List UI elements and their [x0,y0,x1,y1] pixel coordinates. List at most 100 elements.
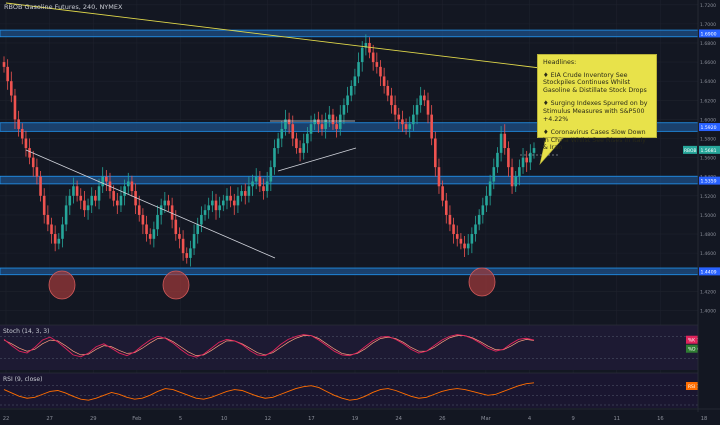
y-tick-label: 1.4800 [700,232,716,238]
price-tag-label: 1.4409 [701,269,717,275]
support-circle [468,267,496,297]
candle-body [90,195,94,206]
candle-body [116,200,119,206]
x-tick-label: 5 [179,416,182,422]
candle-body [514,176,518,187]
candle-body [83,200,86,211]
y-tick-label: 1.4000 [700,308,716,314]
candle-body [269,167,273,182]
candle-body [31,157,35,168]
candle-body [295,138,298,149]
candle-body [309,124,313,134]
candle-body [346,95,349,106]
candle-body [349,85,353,96]
candle-body [291,124,295,139]
x-tick-label: 4 [528,416,532,422]
candle-body [75,186,79,196]
candle-body [130,181,134,192]
candle-body [200,214,203,225]
candle-body [119,195,123,206]
candle-body [189,248,192,258]
price-axis-bg [698,0,720,425]
rising-trendline [277,147,357,172]
candle-body [382,76,386,86]
candle-body [408,124,412,129]
stoch-k-line [3,334,535,358]
candle-body [79,195,83,201]
candle-body [510,167,514,187]
x-tick-label: 18 [701,416,708,422]
y-tick-label: 1.7000 [700,22,716,28]
candle-body [61,224,64,239]
candle-body [287,119,291,125]
candle-body [364,42,368,48]
headline-item: ♦ EIA Crude Inventory See Stockpiles Con… [543,71,647,94]
headline-title: Headlines: [543,59,577,66]
x-tick-label: 22 [3,416,10,422]
candle-body [481,205,485,215]
candle-body [477,214,481,225]
candle-body [148,234,152,239]
candle-body [170,205,174,220]
candle-body [499,133,503,153]
x-tick-label: 10 [221,416,228,422]
candle-body [251,181,254,187]
candle-body [507,148,510,168]
candle-body [488,181,492,196]
price-tag-label: 1.5681 [701,148,717,154]
candle-body [306,133,309,144]
candle-body [328,114,331,120]
candle-body [229,195,232,201]
candle-body [529,152,532,163]
candle-body [211,200,214,206]
candle-body [181,238,185,254]
candle-body [10,81,13,96]
candle-body [441,186,444,201]
support-circle [162,270,190,300]
candle-body [518,167,521,177]
candle-body [298,148,302,153]
candle-body [57,238,61,244]
candle-body [466,243,470,249]
candle-body [496,152,499,168]
candle-body [17,119,20,129]
candle-body [243,191,247,196]
candle-body [353,76,357,86]
price-tag [699,267,720,276]
candle-body [284,119,287,129]
falling-trendline [25,149,276,259]
support-circle [48,270,76,300]
x-tick-label: 24 [395,416,402,422]
rsi-pane: 100.00RSI 76.4850.00 [0,372,720,408]
candle-body [360,47,364,63]
candle-body [419,95,422,106]
candle-body [105,176,108,182]
y-tick-label: 1.4600 [700,251,716,257]
headline-callout: Headlines: ♦ EIA Crude Inventory See Sto… [537,54,657,151]
x-tick-label: 16 [657,416,664,422]
candle-body [368,42,371,53]
candle-body [64,205,68,225]
x-tick-label: 27 [46,416,53,422]
candle-body [134,191,137,206]
rsi-line [3,382,535,401]
stoch-bg [0,325,698,370]
candle-body [207,205,210,211]
candle-body [178,234,181,239]
candle-body [331,114,335,125]
candle-body [423,95,426,101]
y-tick-label: 1.5800 [700,137,716,143]
candle-body [101,176,104,187]
candle-body [152,229,156,239]
candle-body [313,119,316,125]
candle-body [532,148,536,153]
candle-body [280,128,284,139]
candle-body [470,234,474,244]
candle-body [430,114,433,139]
candle-body [415,105,419,115]
candle-body [196,224,200,235]
candle-body [492,167,496,182]
y-tick-label: 1.6000 [700,117,716,123]
